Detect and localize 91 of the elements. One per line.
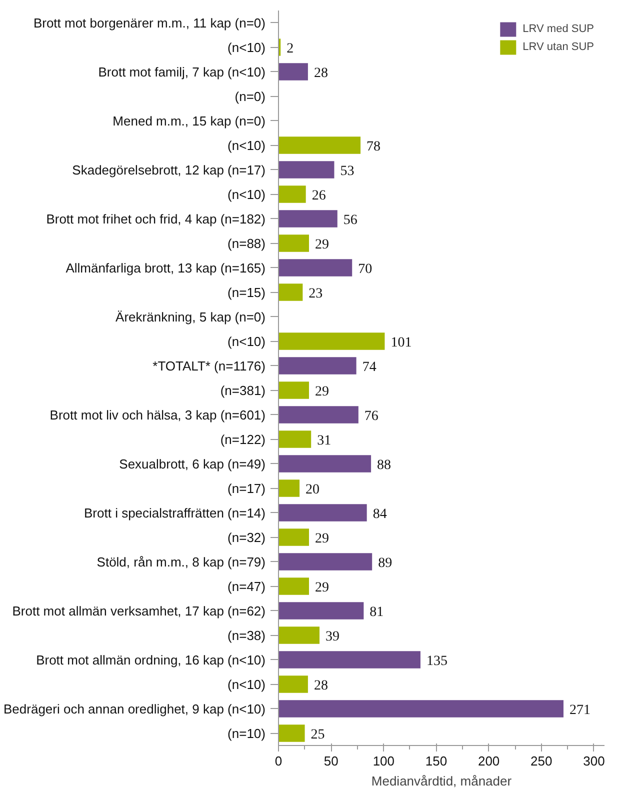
bar <box>278 234 309 252</box>
bar <box>278 455 372 472</box>
bar <box>278 602 364 620</box>
y-tick-label: Allmänfarliga brott, 13 kap (n=165) <box>66 260 266 276</box>
y-tick-label: (n=17) <box>228 480 266 496</box>
y-tick-label: Stöld, rån m.m., 8 kap (n=79) <box>96 554 266 570</box>
data-label: 28 <box>314 66 328 81</box>
y-tick-label: Sexualbrott, 6 kap (n=49) <box>119 456 266 472</box>
bar <box>278 259 352 276</box>
data-label: 81 <box>370 604 384 620</box>
data-label: 29 <box>314 580 329 596</box>
legend-label: LRV utan SUP <box>522 41 594 53</box>
bar <box>278 700 564 718</box>
bar <box>278 578 309 595</box>
bar <box>278 161 334 178</box>
data-label: 39 <box>326 629 340 644</box>
x-tick-label: 50 <box>324 754 338 768</box>
bar <box>278 136 361 154</box>
y-tick-label: (n=381) <box>220 382 266 398</box>
x-tick-label: 300 <box>583 754 605 768</box>
data-label: 20 <box>306 482 320 498</box>
bar <box>278 504 367 522</box>
data-label: 84 <box>372 506 387 522</box>
y-tick-label: (n=15) <box>228 284 266 300</box>
bar <box>278 210 338 228</box>
bar <box>278 651 420 668</box>
data-label: 74 <box>362 360 376 375</box>
y-tick-label: Brott mot frihet och frid, 4 kap (n=182) <box>46 211 266 226</box>
y-tick-label: Brott mot borgenärer m.m., 11 kap (n=0) <box>33 15 266 30</box>
bar <box>278 357 356 374</box>
data-label: 70 <box>358 262 372 277</box>
data-label: 29 <box>314 531 329 546</box>
bar <box>278 528 309 546</box>
data-label: 76 <box>364 408 378 424</box>
data-label: 29 <box>314 384 329 400</box>
bar <box>278 406 358 424</box>
y-tick-label: Brott mot liv och hälsa, 3 kap (n=601) <box>50 407 266 422</box>
y-tick-label: (n=32) <box>228 530 266 545</box>
data-label: 56 <box>343 212 358 228</box>
y-tick-label: Brott mot familj, 7 kap (n<10) <box>98 64 266 80</box>
y-tick-label: (n<10) <box>228 334 266 349</box>
x-tick-label: 0 <box>274 754 282 768</box>
data-label: 78 <box>366 139 381 154</box>
data-label: 271 <box>569 702 590 718</box>
bar <box>278 626 320 644</box>
data-label: 89 <box>378 556 392 571</box>
data-label: 88 <box>377 458 392 473</box>
y-tick-label: (n=0) <box>234 88 266 104</box>
y-tick-label: (n<10) <box>228 186 266 202</box>
y-tick-label: (n=122) <box>220 432 266 447</box>
y-tick-label: *TOTALT* (n=1176) <box>152 358 266 374</box>
y-tick-label: Brott i specialstraffrätten (n=14) <box>84 505 266 520</box>
y-tick-label: Brott mot allmän verksamhet, 17 kap (n=62) <box>12 603 266 618</box>
data-label: 29 <box>314 237 329 252</box>
y-tick-label: Brott mot allmän ordning, 16 kap (n<10) <box>36 652 266 668</box>
y-tick-label: (n=10) <box>228 726 266 741</box>
y-tick-label: (n=38) <box>228 628 266 643</box>
y-tick-label: Ärekränkning, 5 kap (n=0) <box>116 309 266 324</box>
bar <box>278 186 306 203</box>
data-label: 26 <box>312 188 326 204</box>
legend-label: LRV med SUP <box>522 23 594 35</box>
bar <box>278 332 385 350</box>
bar <box>278 553 372 570</box>
data-label: 28 <box>314 678 328 694</box>
bar <box>278 724 305 742</box>
x-tick-label: 200 <box>478 754 500 768</box>
y-tick-label: (n=47) <box>228 578 266 594</box>
bar <box>278 676 308 693</box>
data-label: 53 <box>340 164 354 179</box>
bar <box>278 284 303 301</box>
data-label: 25 <box>310 727 325 742</box>
x-tick-label: 150 <box>425 754 448 768</box>
data-label: 101 <box>390 335 412 350</box>
y-tick-label: (n=88) <box>228 236 266 251</box>
x-axis-title: Medianvårdtid, månader <box>371 774 512 788</box>
data-label: 23 <box>308 286 323 302</box>
x-tick-label: 100 <box>372 754 395 768</box>
y-tick-label: (n<10) <box>228 138 266 153</box>
y-tick-label: (n<10) <box>228 40 266 55</box>
data-label: 135 <box>426 654 448 669</box>
bar <box>278 480 300 497</box>
data-label: 31 <box>317 433 332 448</box>
y-tick-label: Bedrägeri och annan oredlighet, 9 kap (n<10) <box>4 701 266 716</box>
bar <box>278 382 309 399</box>
x-tick-label: 250 <box>530 754 552 768</box>
y-tick-label: (n<10) <box>228 676 266 692</box>
bar <box>278 430 312 448</box>
bar <box>278 63 308 80</box>
y-tick-label: Mened m.m., 15 kap (n=0) <box>112 113 266 128</box>
data-label: 2 <box>286 41 294 56</box>
y-tick-label: Skadegörelsebrott, 12 kap (n=17) <box>72 162 266 178</box>
